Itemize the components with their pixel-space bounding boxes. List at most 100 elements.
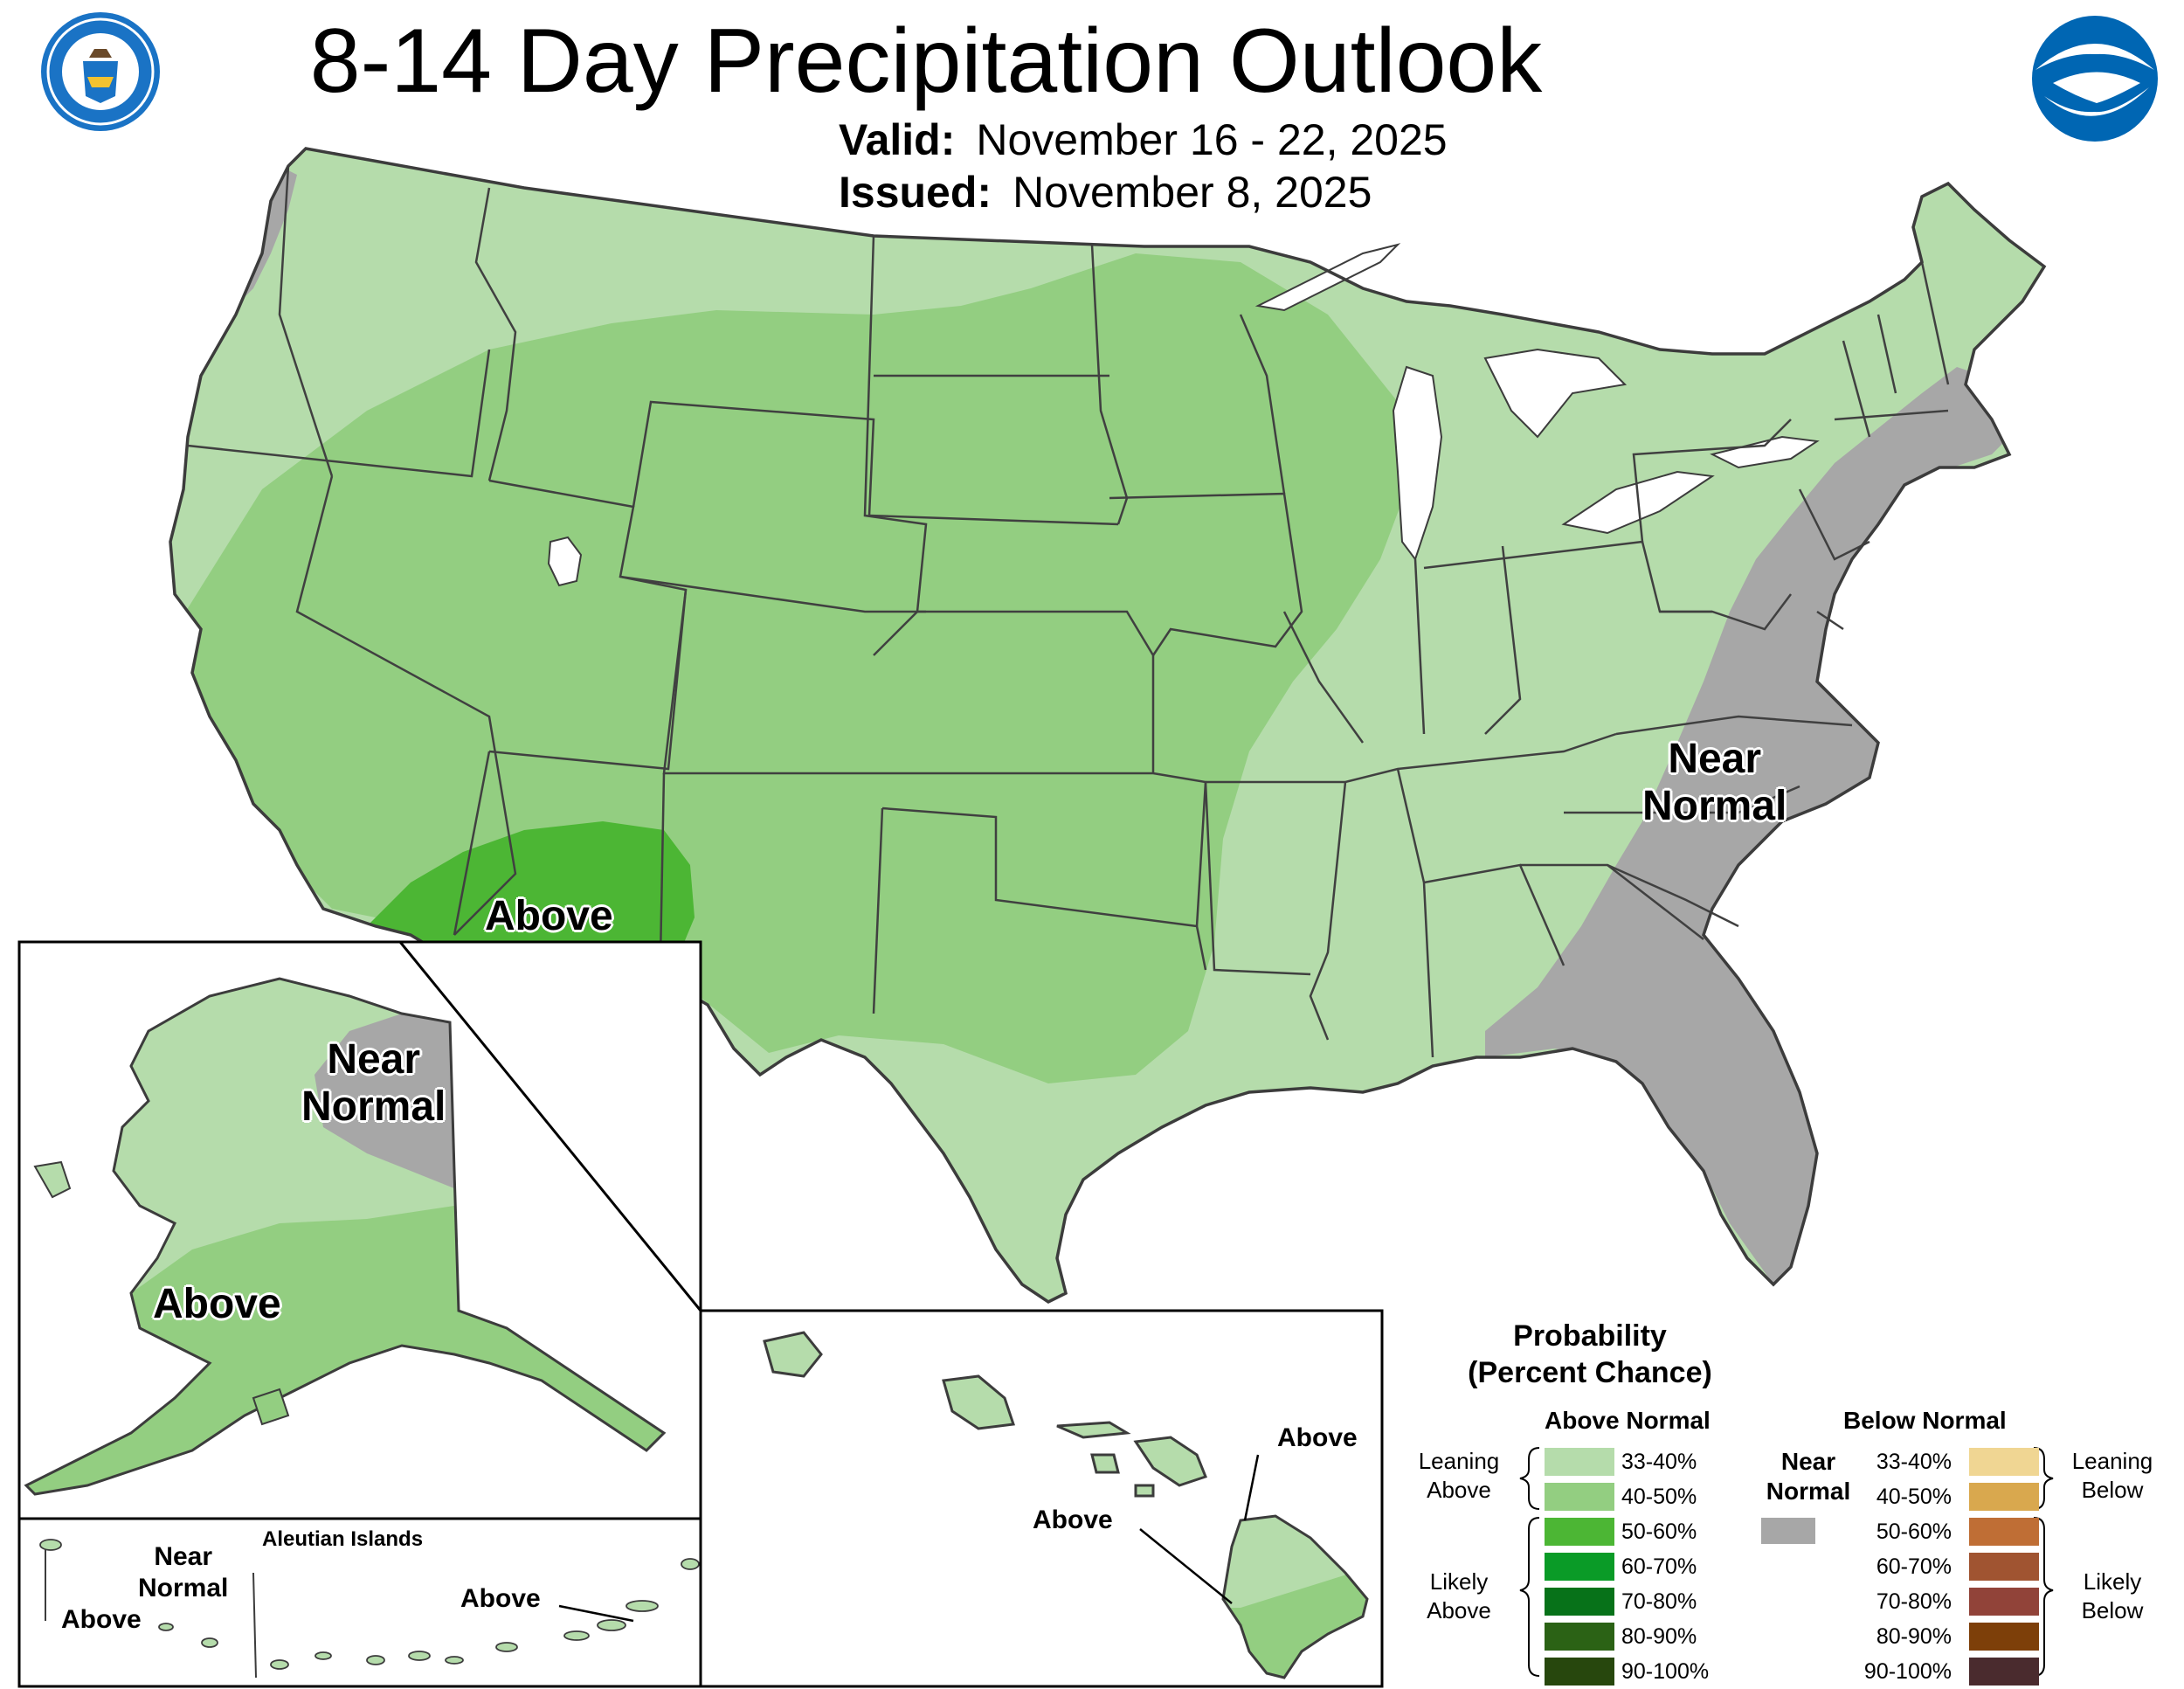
legend-above-range: 70-80% (1621, 1589, 1697, 1614)
likely-above-line1: Likely (1429, 1568, 1489, 1595)
hawaii-above-left-label: Above (1033, 1506, 1113, 1534)
issued-value: November 8, 2025 (1013, 168, 1372, 217)
legend-below-range: 40-50% (1876, 1485, 1952, 1509)
aleutian-near-line1: Near (154, 1542, 213, 1571)
likely-below-line1: Likely (2083, 1568, 2142, 1595)
alaska-near-normal-label: Near Normal (301, 1036, 446, 1131)
legend-below-swatch (1969, 1623, 2039, 1651)
commerce-seal-logo (41, 12, 160, 131)
aleutian-above-left-label: Above (61, 1605, 142, 1634)
legend-below-range: 70-80% (1876, 1589, 1952, 1614)
legend-below-swatch (1969, 1518, 2039, 1546)
legend-above-row: 70-80% (1545, 1586, 1737, 1619)
legend-below-swatch (1969, 1658, 2039, 1686)
hawaii-above-top-label: Above (1277, 1423, 1358, 1452)
legend-braces (1519, 1447, 2054, 1677)
legend-below-row: 33-40% (1861, 1446, 2039, 1479)
legend-title-line1: Probability (1513, 1319, 1667, 1353)
leaning-above-line1: Leaning (1418, 1448, 1500, 1474)
leaning-below-line1: Leaning (2071, 1448, 2153, 1474)
conus-near-line2: Normal (1642, 783, 1787, 829)
issued-label: Issued: (839, 168, 992, 217)
state-borders (187, 165, 1950, 1058)
legend-below-swatch (1969, 1483, 2039, 1511)
legend-above-swatch (1545, 1448, 1614, 1476)
aleutian-above-right-label: Above (460, 1584, 541, 1613)
legend-below-row: 90-100% (1861, 1656, 2039, 1689)
conus-near-line1: Near (1668, 736, 1762, 782)
aleutian-near-line2: Normal (138, 1574, 229, 1602)
legend-above-range: 80-90% (1621, 1624, 1697, 1649)
legend-above-row: 80-90% (1545, 1621, 1737, 1654)
legend-below-range: 60-70% (1876, 1554, 1952, 1579)
conus-above-label: Above (485, 893, 613, 939)
leaning-above-line2: Above (1427, 1477, 1491, 1503)
hawaii-inset (699, 1309, 1384, 1688)
legend-below-range: 80-90% (1876, 1624, 1952, 1649)
legend-near-normal-label: Near Normal (1756, 1447, 1861, 1506)
legend-below-range: 33-40% (1876, 1450, 1952, 1474)
legend-title-line2: (Percent Chance) (1468, 1356, 1712, 1389)
issued-date: Issued: November 8, 2025 (839, 166, 1372, 218)
legend-leaning-above: Leaning Above (1406, 1447, 1511, 1505)
legend-above-swatch (1545, 1518, 1614, 1546)
legend-below-header: Below Normal (1843, 1407, 2007, 1434)
legend-above-row: 33-40% (1545, 1446, 1737, 1479)
likely-above-line2: Above (1427, 1597, 1491, 1623)
legend-near-line2: Normal (1766, 1478, 1851, 1505)
aleutian-title: Aleutian Islands (262, 1527, 424, 1551)
island-molokai (1056, 1421, 1131, 1439)
legend-below-swatch (1969, 1588, 2039, 1616)
legend-above-swatch (1545, 1483, 1614, 1511)
legend-below-row: 40-50% (1861, 1481, 2039, 1514)
alaska-above-label: Above (153, 1281, 281, 1327)
legend-below-row: 70-80% (1861, 1586, 2039, 1619)
island-lanai (1090, 1453, 1120, 1474)
alaska-near-normal (314, 1014, 454, 1188)
valid-value: November 16 - 22, 2025 (976, 115, 1448, 164)
legend-likely-below: Likely Below (2060, 1568, 2165, 1625)
legend-above-row: 90-100% (1545, 1656, 1737, 1689)
legend-below-row: 50-60% (1861, 1516, 2039, 1549)
island-kahoolawe (1134, 1484, 1155, 1498)
legend-above-range: 90-100% (1621, 1659, 1710, 1684)
legend-title: Probability (Percent Chance) (1179, 1318, 2001, 1391)
legend-likely-above: Likely Above (1406, 1568, 1511, 1625)
valid-dates: Valid: November 16 - 22, 2025 (839, 114, 1448, 166)
legend-above-swatch (1545, 1553, 1614, 1581)
island-hawaii (1221, 1514, 1369, 1679)
aleutian-near-normal-label: Near Normal (138, 1541, 228, 1604)
legend-above-range: 33-40% (1621, 1450, 1697, 1474)
leaning-below-line2: Below (2081, 1477, 2144, 1503)
legend-below-swatch (1969, 1448, 2039, 1476)
legend-above-row: 40-50% (1545, 1481, 1737, 1514)
legend-below-range: 50-60% (1876, 1519, 1952, 1544)
legend-near-normal-swatch (1761, 1518, 1815, 1544)
valid-label: Valid: (839, 115, 956, 164)
legend-above-header: Above Normal (1545, 1407, 1711, 1434)
legend-below-range: 90-100% (1863, 1659, 1952, 1684)
legend-above-swatch (1545, 1623, 1614, 1651)
legend-above-row: 50-60% (1545, 1516, 1737, 1549)
noaa-logo (2032, 16, 2158, 142)
legend-above-swatch (1545, 1588, 1614, 1616)
alaska-near-line1: Near (327, 1036, 421, 1083)
island-maui (1133, 1436, 1207, 1487)
legend-above-range: 50-60% (1621, 1519, 1697, 1544)
legend-above-range: 40-50% (1621, 1485, 1697, 1509)
likely-below-line2: Below (2081, 1597, 2144, 1623)
alaska-near-line2: Normal (301, 1083, 446, 1130)
great-lakes (547, 243, 1820, 587)
near-normal-east (1485, 367, 2027, 1284)
legend-near-line1: Near (1780, 1448, 1836, 1475)
legend-below-row: 60-70% (1861, 1551, 2039, 1584)
page-title: 8-14 Day Precipitation Outlook (309, 10, 1543, 112)
legend-leaning-below: Leaning Below (2060, 1447, 2165, 1505)
conus-near-normal-label: Near Normal (1642, 736, 1787, 830)
legend-above-swatch (1545, 1658, 1614, 1686)
legend-below-swatch (1969, 1553, 2039, 1581)
legend-above-range: 60-70% (1621, 1554, 1697, 1579)
legend-below-row: 80-90% (1861, 1621, 2039, 1654)
island-kauai (763, 1331, 823, 1378)
